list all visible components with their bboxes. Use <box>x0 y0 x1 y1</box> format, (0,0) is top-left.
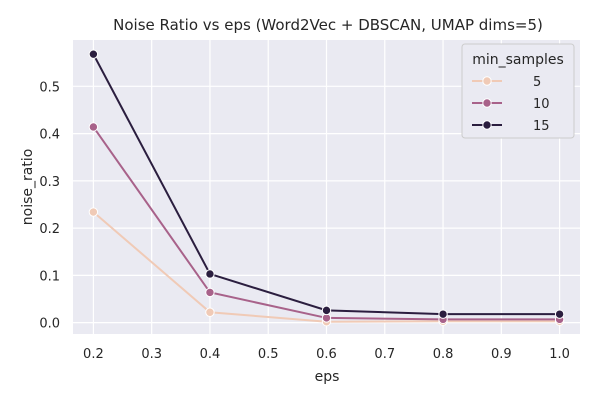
data-point-5 <box>205 307 215 317</box>
x-tick-labels: 0.2 0.3 0.4 0.5 0.6 0.7 0.8 0.9 1.0 <box>83 347 570 362</box>
legend-label: 5 <box>533 75 541 90</box>
data-point-15 <box>88 49 99 59</box>
data-point-10 <box>205 287 215 298</box>
legend-swatch-marker <box>482 76 492 86</box>
y-tick-label: 0.0 <box>39 317 60 332</box>
x-tick-label: 0.2 <box>83 347 104 362</box>
x-tick-label: 0.8 <box>433 347 454 362</box>
legend-box <box>461 43 575 139</box>
y-tick-label: 0.5 <box>39 80 60 95</box>
legend-items: 5 10 15 <box>472 75 550 134</box>
chart-title: Noise Ratio vs eps (Word2Vec + DBSCAN, U… <box>113 16 543 34</box>
data-point-5 <box>88 207 99 217</box>
x-tick-label: 0.7 <box>374 347 395 362</box>
legend-swatch-marker <box>482 120 492 130</box>
x-tick-label: 0.4 <box>200 347 221 362</box>
legend: min_samples 5 10 15 <box>461 43 575 139</box>
y-tick-label: 0.2 <box>39 222 60 237</box>
y-axis-label: noise_ratio <box>20 149 36 226</box>
series-lines <box>88 49 565 327</box>
legend-swatch-marker <box>482 98 492 108</box>
data-point-15 <box>321 305 332 316</box>
y-tick-label: 0.3 <box>39 175 60 190</box>
x-tick-label: 0.6 <box>316 347 337 362</box>
x-tick-label: 0.5 <box>258 347 279 362</box>
legend-label: 15 <box>533 119 550 134</box>
y-tick-labels: 0.0 0.1 0.2 0.3 0.4 0.5 <box>39 80 60 331</box>
data-point-10 <box>88 122 99 132</box>
legend-label: 10 <box>533 97 550 112</box>
x-axis-label: eps <box>315 369 340 385</box>
data-point-15 <box>205 269 215 279</box>
legend-title: min_samples <box>472 52 564 68</box>
x-tick-label: 0.3 <box>141 347 162 362</box>
y-tick-label: 0.4 <box>39 128 60 143</box>
x-tick-label: 1.0 <box>549 347 570 362</box>
data-point-15 <box>438 309 448 319</box>
data-point-15 <box>554 309 565 319</box>
y-tick-label: 0.1 <box>39 269 60 284</box>
x-tick-label: 0.9 <box>491 347 512 362</box>
